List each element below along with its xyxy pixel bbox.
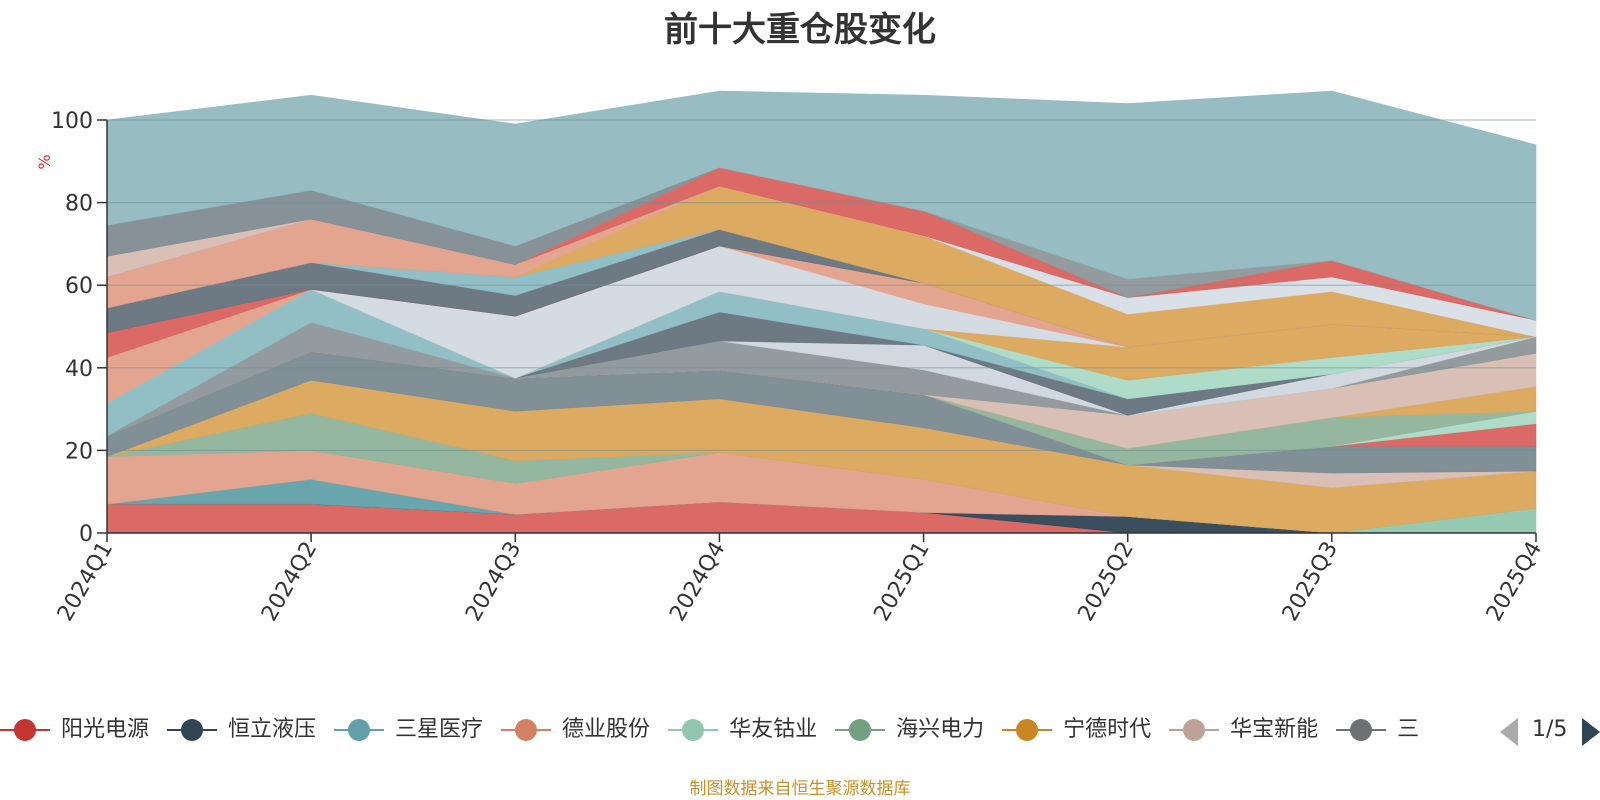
legend-label: 海兴电力 bbox=[896, 717, 985, 742]
x-tick-label-2025Q1: 2025Q1 bbox=[869, 538, 934, 626]
legend-pager: 1/5 bbox=[1500, 710, 1600, 750]
legend-dot-icon bbox=[348, 719, 371, 741]
legend-item-4[interactable]: 华友钴业 bbox=[668, 710, 817, 750]
legend: 阳光电源 恒立液压 三星医疗 德业股份 华友钴业 海兴电力 宁德时代 华宝新能 三 1/5 bbox=[0, 710, 1600, 750]
chart-title: 前十大重仓股变化 bbox=[664, 10, 936, 50]
x-tick-label-2025Q2: 2025Q2 bbox=[1074, 538, 1139, 626]
x-tick-label-2024Q3: 2024Q3 bbox=[461, 538, 526, 626]
legend-label: 华友钴业 bbox=[729, 717, 818, 742]
legend-item-2[interactable]: 三星医疗 bbox=[334, 710, 483, 750]
area-layers bbox=[106, 90, 1537, 534]
legend-dot-icon bbox=[849, 719, 872, 741]
legend-label: 德业股份 bbox=[562, 717, 651, 742]
x-tick-label-2025Q3: 2025Q3 bbox=[1278, 538, 1343, 626]
legend-prev-icon[interactable] bbox=[1500, 718, 1518, 746]
legend-label: 三 bbox=[1397, 717, 1420, 742]
y-tick-label-40: 40 bbox=[65, 357, 93, 382]
area-series-32 bbox=[106, 90, 1537, 321]
legend-label: 阳光电源 bbox=[61, 717, 150, 742]
y-tick-label-100: 100 bbox=[51, 109, 93, 134]
legend-dot-icon bbox=[14, 719, 36, 741]
y-axis-label: % bbox=[35, 154, 54, 169]
legend-dot-icon bbox=[1183, 719, 1206, 741]
y-tick-label-60: 60 bbox=[65, 274, 93, 299]
stacked-area-chart: 0 20 40 60 80 100% 2024Q1 2024Q2 2024Q3 2024Q4 202… bbox=[35, 90, 1547, 626]
legend-dot-icon bbox=[1016, 719, 1039, 741]
legend-item-3[interactable]: 德业股份 bbox=[501, 710, 650, 750]
legend-item-5[interactable]: 海兴电力 bbox=[835, 710, 984, 750]
legend-items: 阳光电源 恒立液压 三星医疗 德业股份 华友钴业 海兴电力 宁德时代 华宝新能 三 bbox=[0, 710, 1478, 750]
legend-item-8[interactable]: 三 bbox=[1336, 710, 1419, 750]
legend-item-7[interactable]: 华宝新能 bbox=[1169, 710, 1318, 750]
legend-label: 三星医疗 bbox=[395, 717, 484, 742]
x-tick-label-2024Q1: 2024Q1 bbox=[53, 538, 118, 626]
legend-label: 恒立液压 bbox=[228, 717, 317, 742]
legend-dot-icon bbox=[181, 719, 204, 741]
legend-dot-icon bbox=[1350, 719, 1373, 741]
legend-dot-icon bbox=[515, 719, 538, 741]
legend-label: 华宝新能 bbox=[1230, 717, 1319, 742]
legend-page-indicator: 1/5 bbox=[1532, 717, 1568, 742]
y-tick-label-20: 20 bbox=[65, 439, 93, 464]
legend-label: 宁德时代 bbox=[1063, 717, 1152, 742]
y-tick-label-80: 80 bbox=[65, 192, 93, 217]
gridlines bbox=[107, 119, 1536, 451]
x-tick-label-2024Q4: 2024Q4 bbox=[665, 538, 730, 626]
legend-item-1[interactable]: 恒立液压 bbox=[167, 710, 316, 750]
x-tick-label-2024Q2: 2024Q2 bbox=[257, 538, 322, 626]
legend-next-icon[interactable] bbox=[1582, 718, 1600, 746]
y-tick-label-0: 0 bbox=[79, 522, 93, 547]
x-tick-label-2025Q4: 2025Q4 bbox=[1482, 538, 1547, 626]
legend-item-6[interactable]: 宁德时代 bbox=[1002, 710, 1151, 750]
legend-dot-icon bbox=[682, 719, 705, 741]
legend-item-0[interactable]: 阳光电源 bbox=[0, 710, 149, 750]
source-note: 制图数据来自恒生聚源数据库 bbox=[689, 779, 911, 799]
